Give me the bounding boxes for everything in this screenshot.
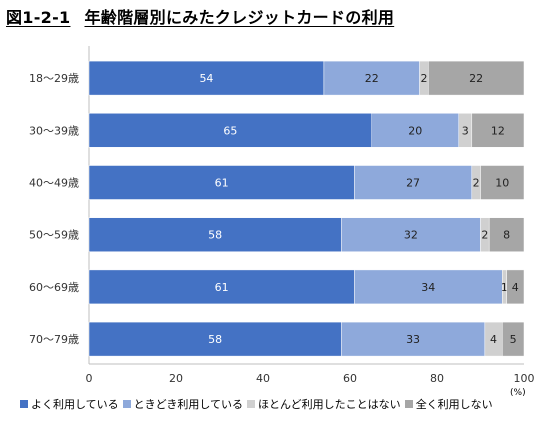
data-label: 65	[223, 124, 237, 137]
category-label: 50～59歳	[29, 229, 79, 242]
bar-segment	[506, 269, 525, 305]
bar-segment	[502, 321, 525, 357]
bar-segment	[341, 217, 481, 252]
figure-number: 図1-2-1	[6, 8, 71, 27]
figure-title: 年齢階層別にみたクレジットカードの利用	[84, 8, 395, 27]
legend-item: 全く利用しない	[404, 396, 493, 412]
category-label: 18～29歳	[29, 72, 79, 85]
data-label: 61	[215, 281, 229, 294]
bar-segment	[341, 321, 486, 357]
bar-segment	[88, 113, 372, 148]
data-label: 54	[199, 72, 213, 85]
data-label: 4	[490, 333, 497, 346]
bar-segment	[354, 165, 473, 200]
data-label: 2	[473, 177, 480, 190]
data-label: 58	[208, 229, 222, 242]
x-tick-label: 40	[256, 372, 270, 385]
legend: よく利用している ときどき利用している ほとんど利用したことはない 全く利用しない	[20, 396, 497, 412]
data-label: 12	[491, 124, 505, 137]
data-label: 2	[420, 72, 427, 85]
bar-segment	[88, 165, 355, 200]
legend-label: ほとんど利用したことはない	[258, 398, 401, 411]
data-label: 33	[406, 333, 420, 346]
legend-label: 全く利用しない	[415, 398, 493, 411]
x-tick-label: 100	[514, 372, 535, 385]
data-label: 1	[501, 281, 508, 294]
category-label: 30～39歳	[29, 124, 79, 137]
legend-swatch	[122, 400, 131, 408]
data-label: 5	[510, 333, 517, 346]
bar-segment	[371, 113, 459, 148]
bar-segment	[471, 113, 525, 148]
legend-label: ときどき利用している	[133, 398, 244, 411]
bar-segment	[480, 165, 525, 200]
bar-segment	[88, 321, 342, 357]
legend-swatch	[20, 400, 28, 408]
legend-swatch	[247, 400, 256, 408]
data-label: 58	[208, 333, 222, 346]
data-label: 3	[462, 124, 469, 137]
data-label: 32	[404, 229, 418, 242]
data-label: 20	[408, 124, 422, 137]
x-tick-label: 20	[169, 372, 183, 385]
bar-segment	[488, 217, 525, 252]
legend-label: よく利用している	[31, 398, 119, 411]
bar-segment	[88, 269, 355, 305]
legend-item: ほとんど利用したことはない	[247, 396, 401, 412]
data-label: 27	[406, 177, 420, 190]
category-label: 70～79歳	[29, 333, 79, 346]
x-tick-label: 0	[86, 372, 93, 385]
category-label: 40～49歳	[29, 177, 79, 190]
bar-segment	[88, 217, 342, 252]
x-tick-label: 60	[343, 372, 357, 385]
bar-segment	[323, 60, 420, 96]
data-label: 2	[481, 229, 488, 242]
data-label: 34	[421, 281, 435, 294]
data-label: 4	[512, 281, 519, 294]
data-label: 61	[215, 177, 229, 190]
x-tick-label: 80	[430, 372, 444, 385]
category-label: 60～69歳	[29, 281, 79, 294]
data-label: 22	[365, 72, 379, 85]
bar-segment	[88, 60, 325, 96]
data-label: 8	[503, 229, 510, 242]
data-label: 22	[469, 72, 483, 85]
unit-label: (%)	[510, 388, 526, 398]
legend-swatch	[404, 400, 413, 408]
data-label: 10	[495, 177, 509, 190]
legend-item: ときどき利用している	[122, 396, 244, 412]
bar-segment	[428, 60, 525, 96]
legend-item: よく利用している	[20, 396, 119, 412]
bar-segment	[354, 269, 503, 305]
chart-title: 図1-2-1 年齢階層別にみたクレジットカードの利用	[6, 4, 408, 28]
